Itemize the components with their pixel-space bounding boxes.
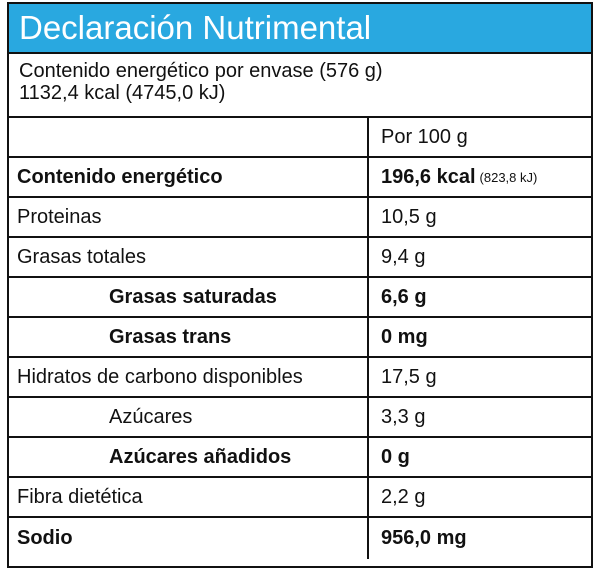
table-row: Sodio 956,0 mg <box>9 518 591 559</box>
value-text: 17,5 g <box>381 365 437 388</box>
nutrient-value: 2,2 g <box>369 478 591 516</box>
nutrient-label: Sodio <box>9 518 369 559</box>
nutrient-label: Hidratos de carbono disponibles <box>9 358 369 396</box>
value-text: 3,3 g <box>381 405 426 428</box>
nutrient-label: Grasas saturadas <box>9 278 369 316</box>
value-text: 0 mg <box>381 325 428 348</box>
table-row: Grasas trans 0 mg <box>9 318 591 358</box>
nutrient-value: 956,0 mg <box>369 518 591 559</box>
table-row: Azúcares añadidos 0 g <box>9 438 591 478</box>
table-row: Grasas totales 9,4 g <box>9 238 591 278</box>
value-text: 0 g <box>381 445 410 468</box>
value-note: (823,8 kJ) <box>479 169 538 185</box>
nutrient-label: Fibra dietética <box>9 478 369 516</box>
table-row: Grasas saturadas 6,6 g <box>9 278 591 318</box>
empty-cell <box>9 118 369 156</box>
nutrient-label: Contenido energético <box>9 158 369 196</box>
table-row: Hidratos de carbono disponibles 17,5 g <box>9 358 591 398</box>
value-text: 196,6 kcal <box>381 165 476 188</box>
package-line: 1132,4 kcal (4745,0 kJ) <box>19 82 226 104</box>
nutrient-value: 0 g <box>369 438 591 476</box>
nutrition-table: Por 100 g Contenido energético 196,6 kcal… <box>9 118 591 559</box>
title: Declaración Nutrimental <box>9 4 591 54</box>
nutrient-label: Grasas trans <box>9 318 369 356</box>
table-row: Proteinas 10,5 g <box>9 198 591 238</box>
nutrient-value: 9,4 g <box>369 238 591 276</box>
nutrient-value: 3,3 g <box>369 398 591 436</box>
value-text: 10,5 g <box>381 205 437 228</box>
value-text: 2,2 g <box>381 485 426 508</box>
nutrient-label: Grasas totales <box>9 238 369 276</box>
value-text: 956,0 mg <box>381 527 467 549</box>
value-text: 9,4 g <box>381 245 426 268</box>
package-energy: Contenido energético por envase (576 g) … <box>9 54 591 118</box>
nutrient-value: 6,6 g <box>369 278 591 316</box>
header-row: Por 100 g <box>9 118 591 158</box>
nutrient-label: Proteinas <box>9 198 369 236</box>
nutrient-value: 196,6 kcal (823,8 kJ) <box>369 158 591 196</box>
nutrient-label: Azúcares <box>9 398 369 436</box>
column-header: Por 100 g <box>381 125 468 148</box>
nutrient-value: 17,5 g <box>369 358 591 396</box>
package-line: Contenido energético por envase (576 g) <box>19 60 383 82</box>
nutrition-panel: Declaración Nutrimental Contenido energé… <box>7 2 593 568</box>
nutrient-label: Azúcares añadidos <box>9 438 369 476</box>
table-row: Contenido energético 196,6 kcal (823,8 kJ) <box>9 158 591 198</box>
value-text: 6,6 g <box>381 285 427 308</box>
table-row: Fibra dietética 2,2 g <box>9 478 591 518</box>
table-row: Azúcares 3,3 g <box>9 398 591 438</box>
nutrient-value: 10,5 g <box>369 198 591 236</box>
nutrient-value: 0 mg <box>369 318 591 356</box>
